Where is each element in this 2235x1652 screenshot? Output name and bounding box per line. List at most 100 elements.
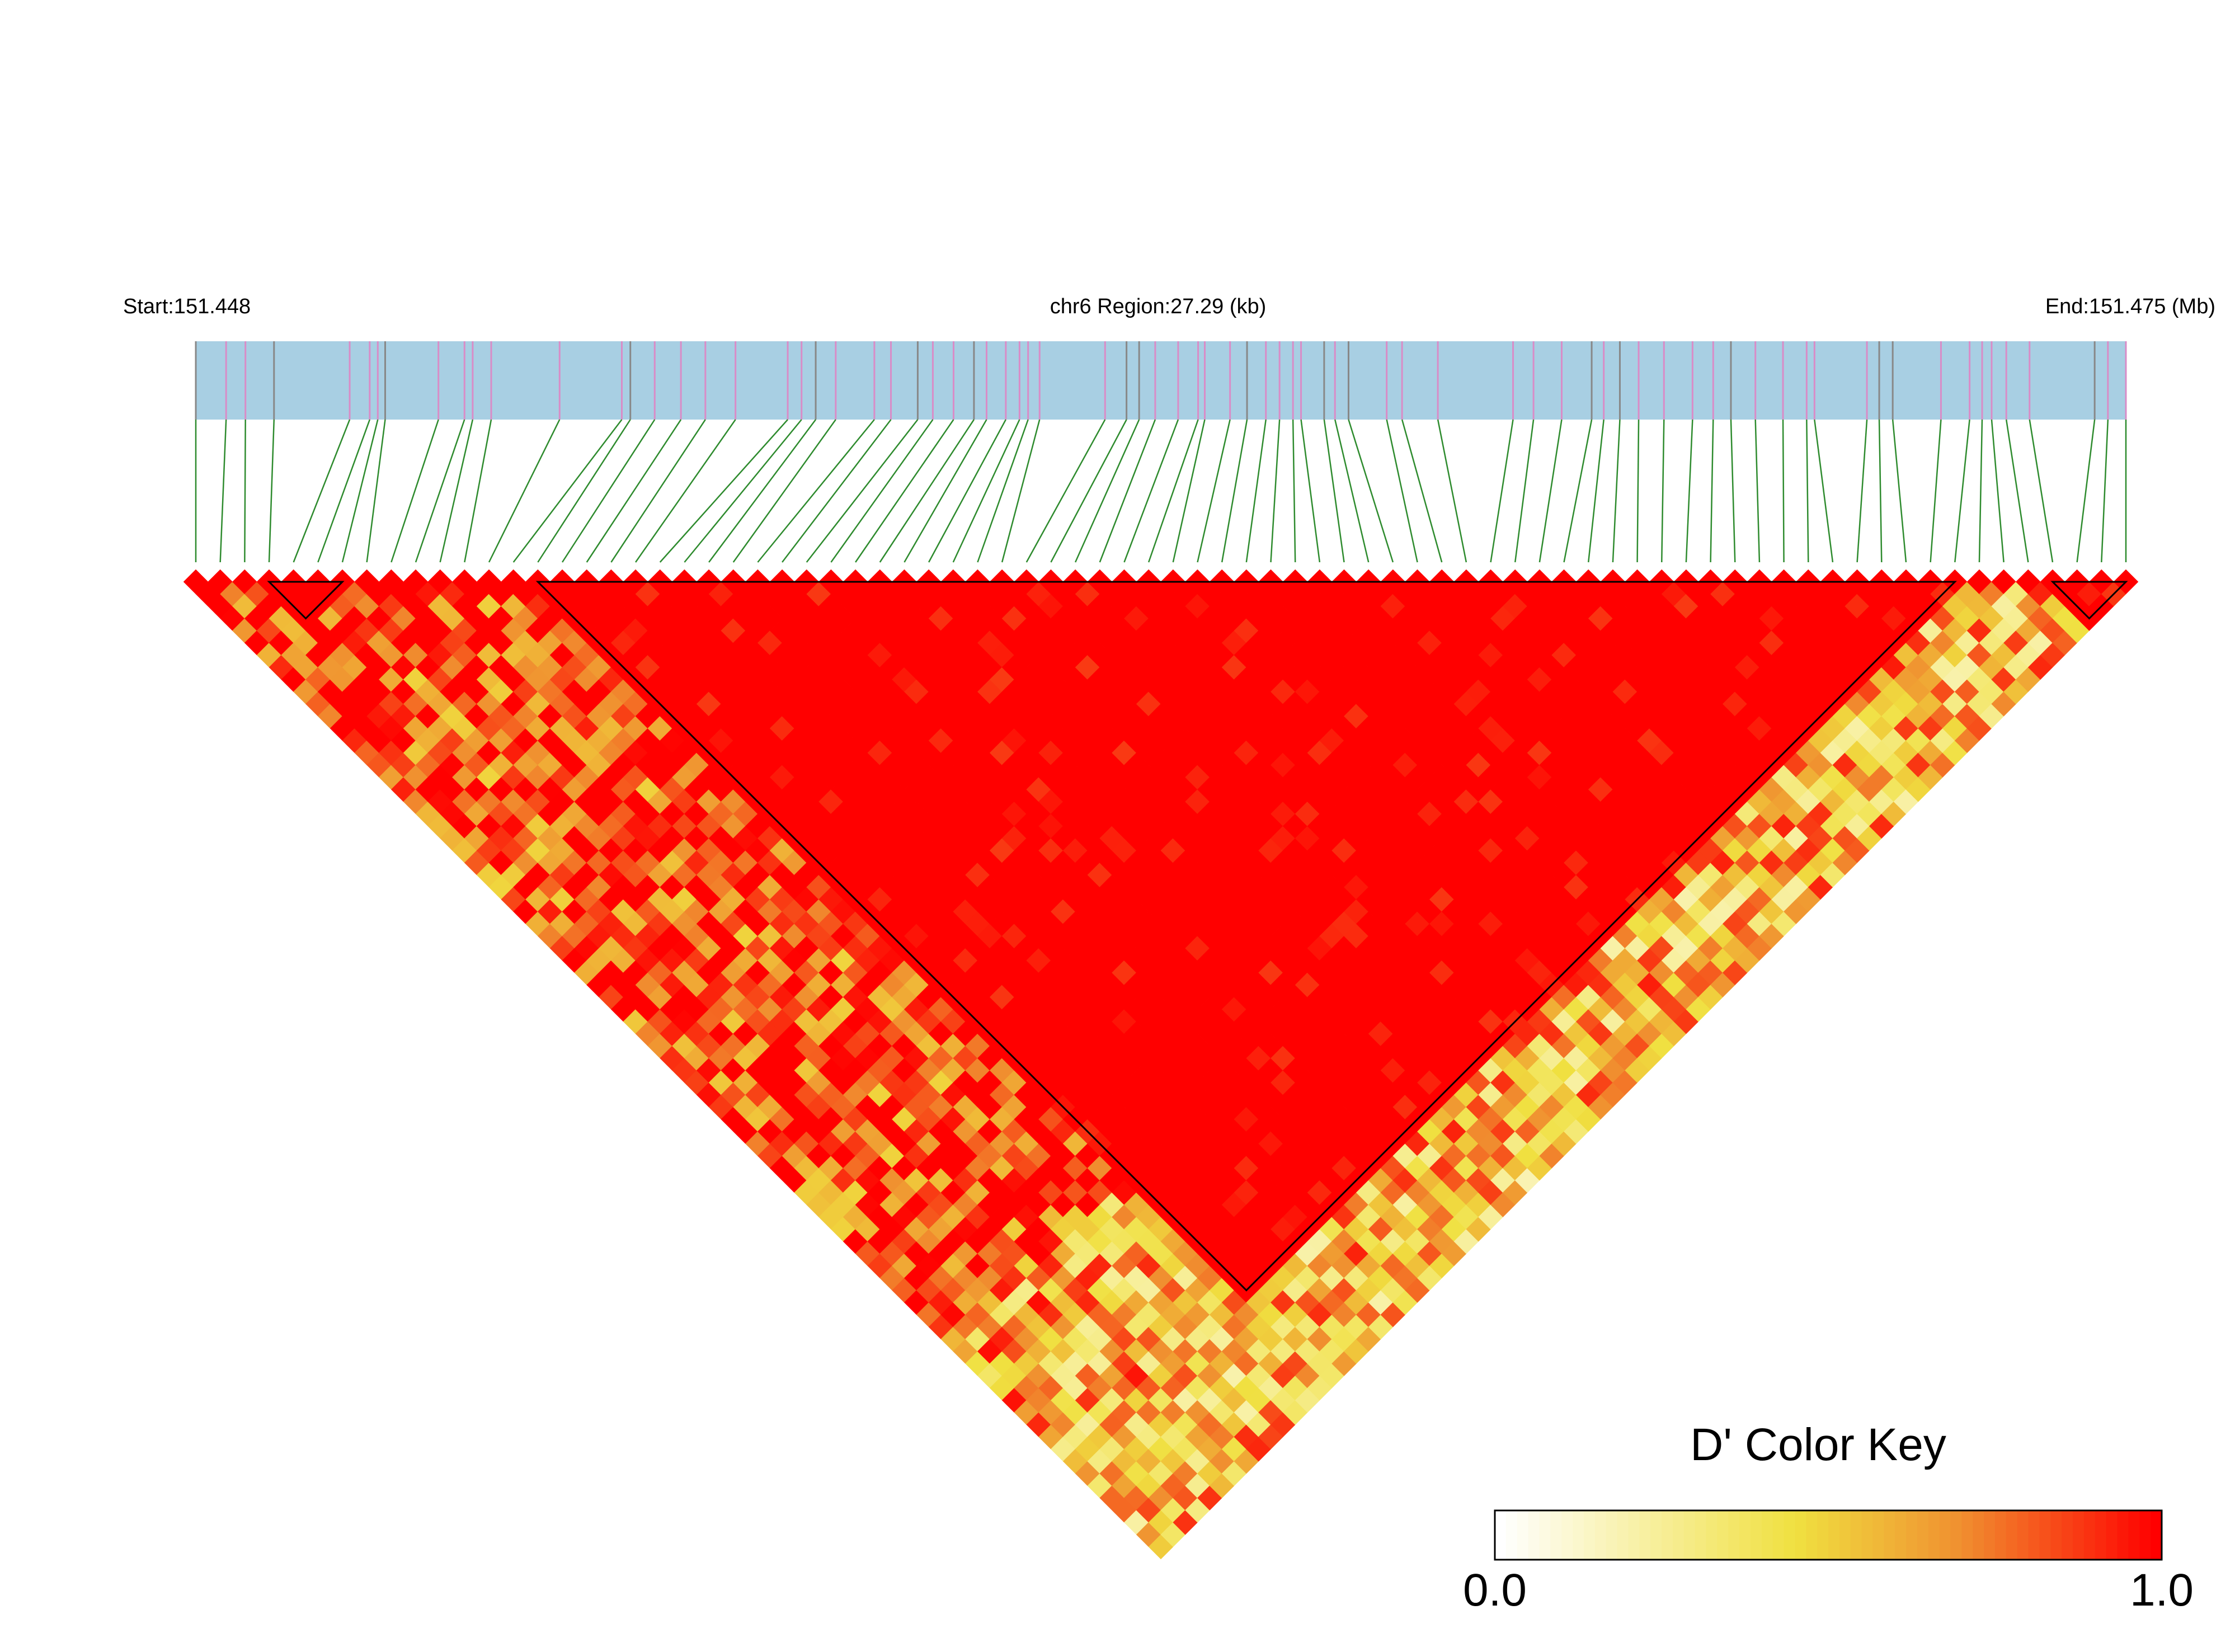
start-label: Start:151.448 (123, 295, 251, 318)
colorbar-segment (1706, 1510, 1718, 1560)
snp-connector (977, 419, 1029, 563)
colorbar-segment (1784, 1510, 1796, 1560)
colorbar-segment (1950, 1510, 1963, 1560)
colorbar-segment (2039, 1510, 2052, 1560)
legend-colorbar (1495, 1510, 2162, 1560)
colorbar-segment (1573, 1510, 1584, 1560)
colorbar-segment (1872, 1510, 1885, 1560)
snp-connector (1050, 419, 1127, 563)
snp-connector (317, 419, 371, 563)
colorbar-segment (2139, 1510, 2151, 1560)
colorbar-segment (1961, 1510, 1974, 1560)
snp-connector (1490, 419, 1514, 563)
colorbar-segment (1617, 1510, 1629, 1560)
colorbar-segment (1517, 1510, 1529, 1560)
colorbar-segment (2128, 1510, 2140, 1560)
snp-connector (1587, 419, 1605, 563)
snp-connector (1514, 419, 1535, 563)
snp-connector (782, 419, 892, 563)
snp-connector (293, 419, 351, 563)
colorbar-segment (1583, 1510, 1596, 1560)
snp-connector (1636, 419, 1640, 563)
snp-connector (415, 419, 465, 563)
snp-connector (830, 419, 934, 563)
colorbar-segment (1828, 1510, 1840, 1560)
snp-connector (1099, 419, 1156, 563)
colorbar-segment (2073, 1510, 2085, 1560)
colorbar-segment (1539, 1510, 1551, 1560)
snp-connector (1025, 419, 1106, 563)
snp-connector (390, 419, 439, 563)
colorbar-segment (1650, 1510, 1662, 1560)
snp-connector (1334, 419, 1370, 563)
snp-connector (1782, 419, 1785, 563)
gene-band (196, 341, 2126, 420)
colorbar-segment (1672, 1510, 1685, 1560)
snp-connector (1292, 419, 1296, 563)
snp-connector (1685, 419, 1693, 563)
ld-block-outline (267, 581, 345, 620)
snp-connector (1563, 419, 1593, 563)
colorbar-segment (1884, 1510, 1895, 1560)
colorbar-segment (1939, 1510, 1951, 1560)
snp-connector (1538, 419, 1563, 563)
colorbar-segment (1850, 1510, 1862, 1560)
colorbar-segment (1839, 1510, 1851, 1560)
snp-connector (1172, 419, 1206, 563)
colorbar-segment (1695, 1510, 1707, 1560)
snp-connector (1991, 419, 2005, 563)
snp-connector (586, 419, 682, 563)
colorbar-segment (2017, 1510, 2029, 1560)
colorbar-segment (1739, 1510, 1751, 1560)
colorbar-segment (1594, 1510, 1607, 1560)
colorbar-segment (2083, 1510, 2096, 1560)
snp-connector (1147, 419, 1199, 563)
colorbar-segment (2062, 1510, 2073, 1560)
snp-position-lines (195, 341, 2127, 420)
snp-connector (1075, 419, 1140, 563)
snp-connector (488, 419, 561, 563)
colorbar-segment (1995, 1510, 2007, 1560)
colorbar-segment (1528, 1510, 1540, 1560)
snp-connector (1123, 419, 1179, 563)
snp-connector (366, 419, 386, 563)
legend-colorbar-frame (1494, 1509, 2163, 1561)
ld-block-outline (535, 581, 1957, 1292)
colorbar-segment (1761, 1510, 1773, 1560)
colorbar-segment (1984, 1510, 1996, 1560)
snp-connector (537, 419, 631, 563)
snp-connector (1197, 419, 1231, 563)
colorbar-segment (1861, 1510, 1874, 1560)
snp-connector (464, 419, 492, 563)
snp-connector (806, 419, 919, 563)
snp-connector (684, 419, 802, 563)
snp-connector (928, 419, 1006, 563)
snp-connector (635, 419, 736, 563)
colorbar-segment (1561, 1510, 1573, 1560)
snp-connector (1754, 419, 1761, 563)
snp-connector (1270, 419, 1281, 563)
colorbar-segment (2151, 1510, 2162, 1560)
snp-connector (219, 419, 227, 563)
snp-connector (2029, 419, 2054, 563)
colorbar-segment (1817, 1510, 1829, 1560)
snp-connector (1348, 419, 1394, 563)
colorbar-segment (2106, 1510, 2118, 1560)
colorbar-segment (1795, 1510, 1807, 1560)
snp-connector (757, 419, 875, 563)
snp-connector (1612, 419, 1621, 563)
snp-connector (1245, 419, 1267, 563)
colorbar-segment (2095, 1510, 2107, 1560)
snp-connector (1730, 419, 1736, 563)
snp-connector (2101, 419, 2109, 563)
snp-connector (2005, 419, 2029, 563)
snp-connector (1001, 419, 1041, 563)
snp-connector (610, 419, 706, 563)
colorbar-segment (1772, 1510, 1785, 1560)
colorbar-segment (1495, 1510, 1507, 1560)
colorbar-segment (1806, 1510, 1818, 1560)
snp-connector (1437, 419, 1467, 563)
colorbar-segment (1906, 1510, 1918, 1560)
colorbar-segment (1639, 1510, 1651, 1560)
